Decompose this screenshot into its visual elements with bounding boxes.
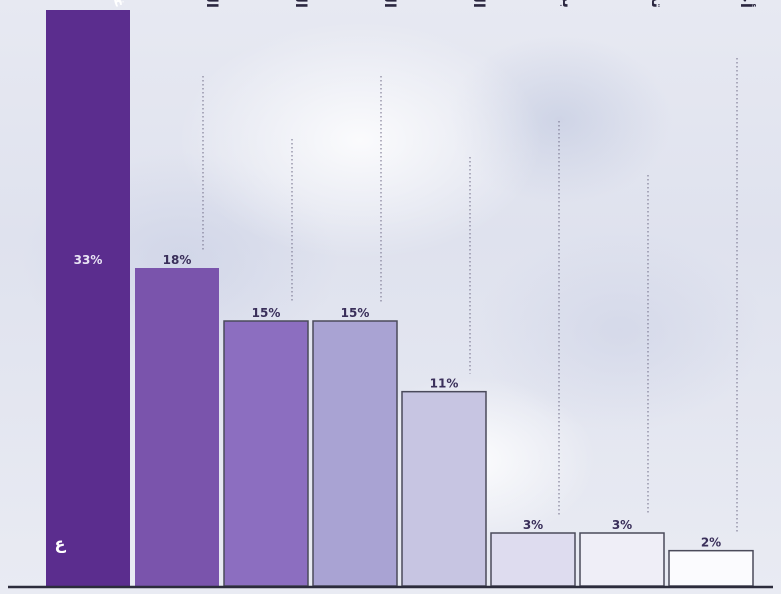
category-label-4: الغسيل — [381, 0, 399, 8]
category-label-2: المطبخ — [203, 0, 221, 8]
value-label-4: 15% — [341, 306, 370, 320]
bar-6 — [490, 532, 576, 587]
category-label-7: تدفئة تهوية تكييف — [648, 0, 666, 8]
bar-4 — [312, 320, 398, 587]
value-label-8: 2% — [701, 536, 721, 550]
bar-7 — [579, 532, 665, 587]
category-label-6: برك السباحة — [559, 0, 577, 8]
category-label-3: الساحات والري — [291, 0, 310, 8]
category-label-1: غرف النزلاء — [110, 0, 128, 8]
bar-1 — [46, 10, 130, 586]
value-label-6: 3% — [523, 518, 543, 532]
category-label-5: الحمامات العامة — [470, 0, 488, 8]
corner-text: ع — [55, 534, 67, 553]
bar-2 — [135, 268, 219, 586]
bar-3 — [223, 320, 309, 587]
bars — [46, 10, 754, 587]
value-label-1: 33% — [74, 253, 103, 267]
bar-8 — [668, 549, 754, 587]
value-labels: 33% 18% 15% 15% 11% 3% 3% 2% — [74, 253, 722, 550]
value-label-2: 18% — [163, 253, 192, 267]
value-label-7: 3% — [612, 518, 632, 532]
value-label-5: 11% — [430, 377, 459, 391]
category-label-8: أخرى — [737, 0, 756, 8]
category-labels: غرف النزلاء المطبخ الساحات والري الغسيل الحم… — [110, 0, 756, 8]
value-label-3: 15% — [252, 306, 281, 320]
bar-5 — [401, 390, 487, 587]
guide-lines — [202, 58, 738, 533]
